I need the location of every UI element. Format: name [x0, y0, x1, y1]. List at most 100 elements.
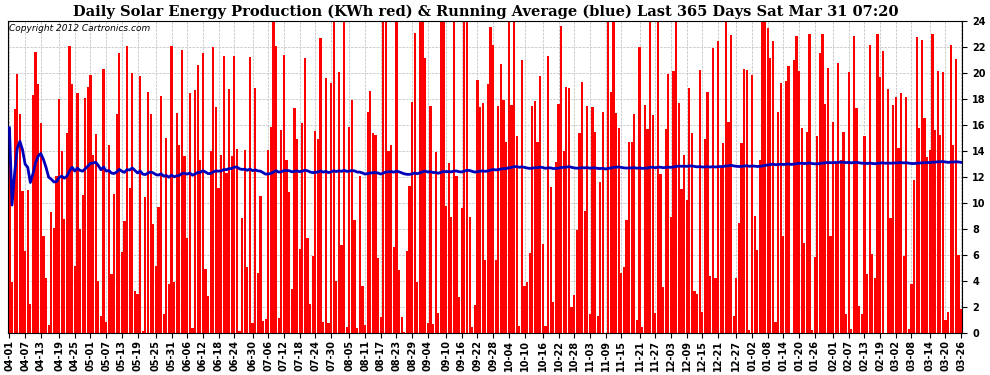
Bar — [32, 94, 34, 333]
Bar — [568, 88, 570, 333]
Bar — [304, 58, 306, 333]
Bar — [612, 21, 615, 333]
Bar — [659, 174, 661, 333]
Bar — [835, 164, 837, 333]
Bar — [852, 36, 855, 333]
Bar — [40, 123, 42, 333]
Bar — [785, 81, 787, 333]
Bar — [309, 304, 311, 333]
Bar — [589, 314, 591, 333]
Bar — [497, 106, 500, 333]
Bar — [264, 319, 266, 333]
Bar — [819, 54, 821, 333]
Bar — [929, 150, 931, 333]
Bar — [542, 244, 544, 333]
Bar — [194, 90, 196, 333]
Bar — [957, 255, 959, 333]
Bar — [223, 57, 225, 333]
Bar — [422, 21, 424, 333]
Bar — [793, 60, 795, 333]
Bar — [607, 21, 609, 333]
Bar — [350, 100, 353, 333]
Bar — [231, 156, 233, 333]
Bar — [226, 173, 228, 333]
Bar — [688, 88, 690, 333]
Bar — [618, 128, 620, 333]
Bar — [947, 312, 949, 333]
Bar — [220, 155, 223, 333]
Bar — [267, 150, 269, 333]
Bar — [306, 238, 309, 333]
Bar — [218, 188, 220, 333]
Bar — [944, 320, 946, 333]
Bar — [66, 133, 68, 333]
Bar — [738, 223, 741, 333]
Bar — [346, 327, 347, 333]
Bar — [722, 142, 725, 333]
Bar — [662, 287, 664, 333]
Bar — [743, 69, 745, 333]
Bar — [379, 317, 382, 333]
Bar — [129, 188, 131, 333]
Bar — [236, 149, 238, 333]
Bar — [330, 83, 332, 333]
Bar — [328, 323, 330, 333]
Bar — [594, 132, 596, 333]
Bar — [432, 324, 435, 333]
Bar — [623, 267, 625, 333]
Bar — [71, 84, 73, 333]
Bar — [458, 297, 460, 333]
Bar — [366, 112, 368, 333]
Bar — [377, 258, 379, 333]
Bar — [903, 256, 905, 333]
Bar — [466, 21, 468, 333]
Bar — [750, 75, 753, 333]
Bar — [874, 278, 876, 333]
Bar — [52, 228, 55, 333]
Bar — [758, 160, 761, 333]
Bar — [911, 284, 913, 333]
Bar — [325, 78, 327, 333]
Bar — [16, 74, 19, 333]
Bar — [646, 129, 648, 333]
Bar — [113, 194, 115, 333]
Bar — [932, 34, 934, 333]
Bar — [450, 217, 452, 333]
Bar — [701, 312, 704, 333]
Bar — [312, 256, 314, 333]
Bar — [390, 145, 392, 333]
Bar — [540, 76, 542, 333]
Bar — [356, 328, 358, 333]
Bar — [43, 236, 45, 333]
Bar — [941, 72, 944, 333]
Bar — [728, 122, 730, 333]
Bar — [620, 273, 623, 333]
Bar — [832, 122, 835, 333]
Bar — [675, 21, 677, 333]
Bar — [940, 135, 941, 333]
Bar — [262, 321, 264, 333]
Bar — [707, 92, 709, 333]
Bar — [134, 291, 136, 333]
Bar — [89, 75, 92, 333]
Bar — [124, 220, 126, 333]
Bar — [116, 114, 118, 333]
Bar — [879, 77, 881, 333]
Bar — [495, 260, 497, 333]
Bar — [639, 47, 641, 333]
Bar — [14, 110, 16, 333]
Bar — [882, 51, 884, 333]
Bar — [452, 21, 455, 333]
Bar — [471, 327, 473, 333]
Bar — [610, 92, 612, 333]
Bar — [557, 104, 559, 333]
Bar — [251, 323, 253, 333]
Bar — [764, 21, 766, 333]
Bar — [476, 80, 478, 333]
Bar — [863, 136, 865, 333]
Bar — [685, 200, 688, 333]
Bar — [447, 163, 449, 333]
Bar — [654, 312, 656, 333]
Bar — [871, 254, 873, 333]
Bar — [644, 105, 645, 333]
